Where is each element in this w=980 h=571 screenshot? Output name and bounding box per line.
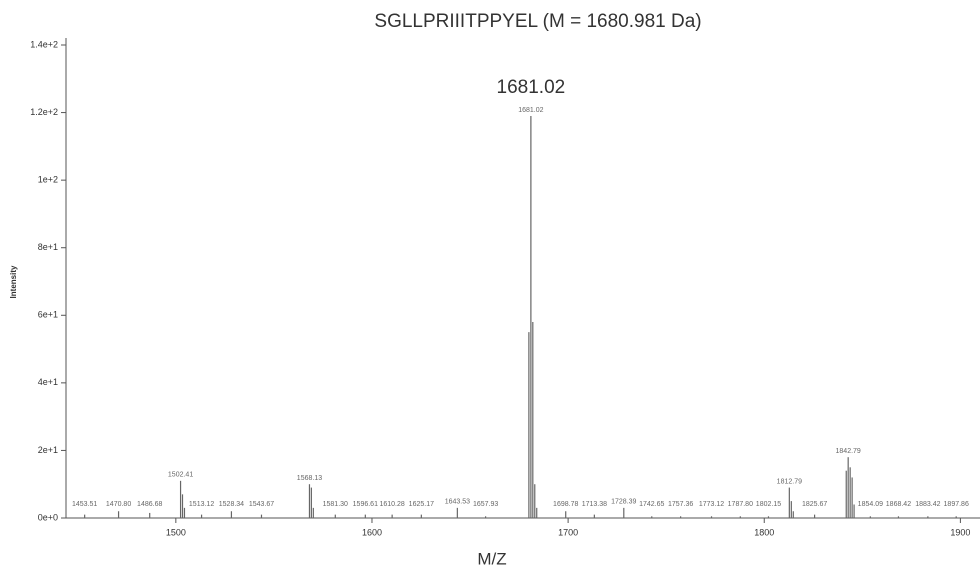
peak-label: 1528.34	[219, 501, 244, 508]
peak-label: 1625.17	[409, 501, 434, 508]
peak-label: 1643.53	[445, 499, 470, 506]
peak-label: 1728.39	[611, 499, 636, 506]
y-tick-label: 0e+0	[38, 512, 58, 522]
peak-label: 1883.42	[915, 501, 940, 508]
peak-label: 1543.67	[249, 501, 274, 508]
peak-label: 1513.12	[189, 501, 214, 508]
peak-label: 1742.65	[639, 501, 664, 508]
x-tick-label: 1500	[166, 527, 186, 537]
y-tick-label: 1e+2	[38, 175, 58, 185]
x-axis-label: M/Z	[477, 549, 506, 568]
peak-label: 1596.61	[353, 501, 378, 508]
peak-label: 1854.09	[858, 501, 883, 508]
chart-title: SGLLPRIIITPPYEL (M = 1680.981 Da)	[374, 11, 701, 32]
peak-label: 1842.79	[836, 448, 861, 455]
peak-label: 1581.30	[323, 501, 348, 508]
y-tick-label: 1.4e+2	[30, 39, 58, 49]
peak-label: 1897.86	[944, 501, 969, 508]
peak-label: 1698.78	[553, 501, 578, 508]
x-tick-label: 1600	[362, 527, 382, 537]
y-tick-label: 4e+1	[38, 377, 58, 387]
peak-label: 1802.15	[756, 501, 781, 508]
annotation: 1681.02	[497, 77, 566, 98]
peak-label: 1502.41	[168, 472, 193, 479]
peak-label: 1681.02	[518, 107, 543, 114]
x-tick-label: 1800	[754, 527, 774, 537]
peak-label: 1787.80	[728, 501, 753, 508]
peak-label: 1453.51	[72, 501, 97, 508]
y-tick-label: 2e+1	[38, 445, 58, 455]
peak-label: 1657.93	[473, 501, 498, 508]
peak-label: 1610.28	[379, 501, 404, 508]
x-tick-label: 1700	[558, 527, 578, 537]
y-tick-label: 6e+1	[38, 310, 58, 320]
peak-label: 1773.12	[699, 501, 724, 508]
peak-label: 1568.13	[297, 475, 322, 482]
peak-label: 1470.80	[106, 501, 131, 508]
y-tick-label: 8e+1	[38, 242, 58, 252]
peak-label: 1812.79	[777, 478, 802, 485]
peak-label: 1713.38	[582, 501, 607, 508]
peak-label: 1825.67	[802, 501, 827, 508]
peak-label: 1868.42	[886, 501, 911, 508]
peak-label: 1757.36	[668, 501, 693, 508]
peak-label: 1486.68	[137, 501, 162, 508]
y-axis-label: Intensity	[9, 265, 18, 298]
y-tick-label: 1.2e+2	[30, 107, 58, 117]
x-tick-label: 1900	[950, 527, 970, 537]
